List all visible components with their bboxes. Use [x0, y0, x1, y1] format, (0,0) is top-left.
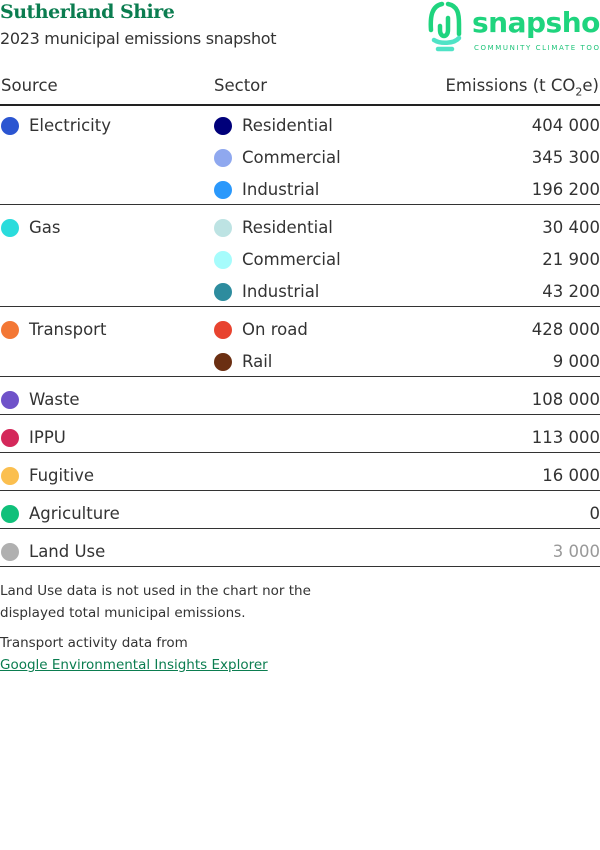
- row-divider: [0, 452, 600, 453]
- page-title: Sutherland Shire: [0, 1, 175, 23]
- logo-tagline: COMMUNITY CLIMATE TOOL: [474, 44, 600, 52]
- table-row: Industrial 196 200: [0, 174, 600, 206]
- table-row: Electricity Residential 404 000: [0, 110, 600, 142]
- sector-color-dot: [214, 353, 232, 371]
- source-color-dot: [1, 429, 19, 447]
- source-label: Waste: [29, 390, 80, 409]
- sector-color-dot: [214, 219, 232, 237]
- note-line: displayed total municipal emissions.: [0, 605, 246, 621]
- snapshot-logo-icon: [428, 1, 462, 52]
- google-eie-link[interactable]: Google Environmental Insights Explorer: [0, 657, 268, 673]
- source-label: IPPU: [29, 428, 66, 447]
- sector-color-dot: [214, 117, 232, 135]
- emissions-value: 404 000: [531, 116, 600, 135]
- source-label: Fugitive: [29, 466, 95, 485]
- sector-label: Industrial: [242, 282, 320, 301]
- source-label: Electricity: [29, 116, 111, 135]
- table-row: Fugitive 16 000: [0, 460, 600, 492]
- emissions-subscript: 2: [575, 85, 583, 99]
- transport-note: Transport activity data from Google Envi…: [0, 632, 268, 676]
- table-row: IPPU 113 000: [0, 422, 600, 454]
- source-color-dot: [1, 505, 19, 523]
- table-row: Land Use 3 000: [0, 536, 600, 568]
- emissions-value: 113 000: [531, 428, 600, 447]
- emissions-value: 16 000: [542, 466, 600, 485]
- table-row: Rail 9 000: [0, 346, 600, 378]
- emissions-label: Emissions (t CO: [445, 76, 576, 95]
- table-row: Commercial 345 300: [0, 142, 600, 174]
- emissions-value: 30 400: [542, 218, 600, 237]
- header-divider: [0, 104, 600, 106]
- emissions-value: 21 900: [542, 250, 600, 269]
- table-row: Industrial 43 200: [0, 276, 600, 308]
- sector-label: Commercial: [242, 148, 341, 167]
- source-color-dot: [1, 117, 19, 135]
- emissions-value: 196 200: [531, 180, 600, 199]
- source-color-dot: [1, 467, 19, 485]
- sector-color-dot: [214, 251, 232, 269]
- logo-wordmark: snapshot: [472, 6, 600, 39]
- table-row: Gas Residential 30 400: [0, 212, 600, 244]
- table-row: Waste 108 000: [0, 384, 600, 416]
- row-divider: [0, 376, 600, 377]
- note-line: Transport activity data from: [0, 635, 188, 651]
- emissions-value: 428 000: [531, 320, 600, 339]
- sector-color-dot: [214, 321, 232, 339]
- sector-label: Rail: [242, 352, 273, 371]
- emissions-value: 345 300: [531, 148, 600, 167]
- row-divider: [0, 490, 600, 491]
- emissions-value: 0: [589, 504, 600, 523]
- emissions-suffix: e): [582, 76, 599, 95]
- source-label: Land Use: [29, 542, 106, 561]
- emissions-value: 3 000: [552, 542, 600, 561]
- sector-color-dot: [214, 149, 232, 167]
- row-divider: [0, 204, 600, 205]
- emissions-value: 43 200: [542, 282, 600, 301]
- row-divider: [0, 414, 600, 415]
- source-color-dot: [1, 543, 19, 561]
- table-row: Agriculture 0: [0, 498, 600, 530]
- sector-color-dot: [214, 181, 232, 199]
- column-header-sector: Sector: [214, 76, 268, 95]
- source-label: Transport: [29, 320, 107, 339]
- column-header-emissions: Emissions (t CO2e): [445, 76, 599, 98]
- column-header-source: Source: [1, 76, 58, 95]
- sector-color-dot: [214, 283, 232, 301]
- source-color-dot: [1, 321, 19, 339]
- sector-label: Residential: [242, 116, 333, 135]
- source-color-dot: [1, 219, 19, 237]
- emissions-value: 108 000: [531, 390, 600, 409]
- land-use-note: Land Use data is not used in the chart n…: [0, 580, 311, 624]
- table-row: Commercial 21 900: [0, 244, 600, 276]
- sector-label: Residential: [242, 218, 333, 237]
- row-divider: [0, 528, 600, 529]
- source-label: Gas: [29, 218, 61, 237]
- emissions-value: 9 000: [552, 352, 600, 371]
- note-line: Land Use data is not used in the chart n…: [0, 583, 311, 599]
- snapshot-logo: snapshot COMMUNITY CLIMATE TOOL: [428, 0, 600, 54]
- row-divider: [0, 566, 600, 567]
- sector-label: Industrial: [242, 180, 320, 199]
- source-color-dot: [1, 391, 19, 409]
- sector-label: On road: [242, 320, 308, 339]
- source-label: Agriculture: [29, 504, 120, 523]
- sector-label: Commercial: [242, 250, 341, 269]
- table-row: Transport On road 428 000: [0, 314, 600, 346]
- page-subtitle: 2023 municipal emissions snapshot: [0, 29, 277, 48]
- row-divider: [0, 306, 600, 307]
